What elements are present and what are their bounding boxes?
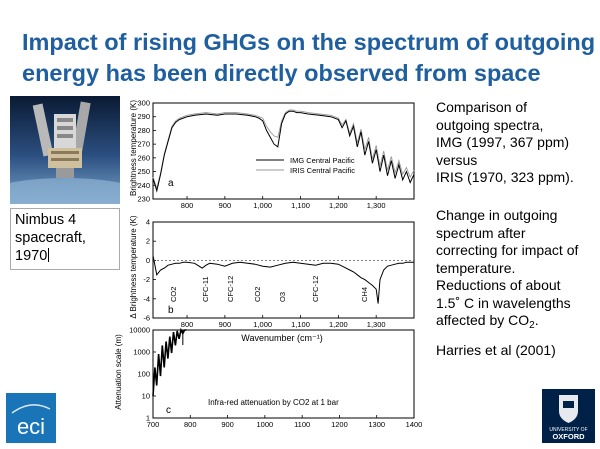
- comparison-line-2: outgoing spectra,: [436, 116, 544, 133]
- y-tick-label: -6: [143, 314, 150, 323]
- eci-logo: eci: [6, 393, 56, 443]
- y-tick-label: 290: [137, 112, 150, 121]
- change-line-7-prefix: affected by CO: [436, 312, 530, 328]
- comparison-line-1: Comparison of: [436, 99, 528, 115]
- x-tick-label: 800: [181, 201, 194, 210]
- legend-label-img: IMG Central Pacific: [290, 156, 355, 165]
- plot-frame: [152, 102, 415, 200]
- x-tick-label: 1,200: [329, 320, 348, 329]
- y-tick-label: 280: [137, 126, 150, 135]
- legend-label-iris: IRIS Central Pacific: [290, 166, 355, 175]
- chart-panel-a: Brightness temperature (K) 800 900 1,000 1,…: [129, 99, 415, 210]
- y-tick-label: 300: [137, 99, 150, 108]
- x-tick-label: 1300: [368, 420, 385, 429]
- img-series-line: [152, 110, 415, 193]
- y-tick-label: 10: [142, 392, 150, 401]
- x-tick-label: 1,300: [367, 201, 386, 210]
- panel-b-ylabel: Δ Brightness temperature (K): [129, 215, 138, 319]
- comparison-text: Comparison of outgoing spectra, IMG (199…: [436, 99, 574, 187]
- change-text: Change in outgoing spectrum after correc…: [436, 207, 579, 331]
- x-tick-label: 900: [219, 320, 232, 329]
- y-tick-label: -2: [143, 275, 150, 284]
- x-tick-label: 1,000: [253, 320, 272, 329]
- plot-frame: [152, 221, 415, 319]
- panel-a-ylabel: Brightness temperature (K): [129, 100, 138, 196]
- x-tick-label: 700: [147, 420, 160, 429]
- satellite-caption-line-1: Nimbus 4: [15, 212, 77, 228]
- species-annotation: CO2: [253, 287, 262, 302]
- y-tick-label: 10000: [129, 326, 150, 335]
- change-line-2: spectrum after: [436, 224, 526, 241]
- y-tick-label: 4: [146, 218, 150, 227]
- change-line-6: 1.5˚ C in wavelengths: [436, 294, 571, 311]
- panel-b-xlabel: Wavenumber (cm⁻¹): [241, 333, 322, 343]
- x-tick-label: 1200: [331, 420, 348, 429]
- text-cursor: [48, 248, 50, 262]
- species-annotation: CFC-12: [226, 276, 235, 302]
- iris-series-line: [152, 109, 415, 190]
- co2-subscript: 2: [529, 320, 535, 331]
- panel-c-label: c: [166, 405, 171, 416]
- x-tick-label: 1,100: [291, 320, 310, 329]
- panel-a-label: a: [168, 178, 174, 189]
- delta-series-line: [152, 255, 414, 304]
- species-annotation: CFC-11: [201, 276, 210, 302]
- panel-b-label: b: [168, 305, 174, 316]
- x-tick-label: 1,000: [253, 201, 272, 210]
- attenuation-series-line: [152, 327, 187, 397]
- species-annotation: O3: [278, 292, 287, 302]
- panel-c-annotation: Infra-red attenuation by CO2 at 1 bar: [208, 398, 339, 407]
- change-line-7: affected by CO2.: [436, 312, 578, 331]
- oxford-logo: UNIVERSITY OF OXFORD: [542, 389, 595, 443]
- x-tick-label: 900: [219, 201, 232, 210]
- comparison-line-4: versus: [436, 151, 478, 168]
- species-annotation: CH4: [360, 287, 369, 302]
- x-tick-label: 900: [221, 420, 234, 429]
- eci-logo-text: eci: [17, 414, 45, 439]
- y-tick-label: 250: [137, 167, 150, 176]
- oxford-logo-line-1: UNIVERSITY OF: [549, 427, 587, 433]
- satellite-caption-line-3: 1970: [15, 248, 48, 264]
- y-tick-label: 1: [146, 414, 150, 423]
- x-tick-label: 800: [184, 420, 197, 429]
- y-tick-label: 230: [137, 195, 150, 204]
- change-line-4: temperature.: [436, 259, 516, 276]
- x-tick-label: 800: [181, 320, 194, 329]
- satellite-caption-line-2: spacecraft,: [15, 230, 86, 246]
- species-annotation: CO2: [169, 287, 178, 302]
- x-tick-label: 1000: [257, 420, 274, 429]
- slide-title-line-1: Impact of rising GHGs on the spectrum of…: [22, 29, 596, 55]
- x-tick-label: 1,100: [291, 201, 310, 210]
- chart-panel-c: Attenuation scale (m) 700 800 900 1000 1100 1…: [114, 326, 422, 430]
- y-tick-label: 0: [146, 256, 150, 265]
- change-line-3: correcting for impact of: [436, 242, 579, 258]
- y-tick-label: 1000: [133, 348, 150, 357]
- x-tick-label: 1,300: [367, 320, 386, 329]
- x-tick-label: 1,200: [329, 201, 348, 210]
- y-tick-label: 270: [137, 140, 150, 149]
- change-line-5: Reductions of about: [436, 277, 561, 293]
- panel-c-ylabel: Attenuation scale (m): [114, 334, 123, 410]
- citation: Harries et al (2001): [436, 342, 556, 358]
- species-annotation: CFC-12: [311, 276, 320, 302]
- comparison-line-5: IRIS (1970, 323 ppm).: [436, 169, 574, 185]
- y-tick-label: 260: [137, 153, 150, 162]
- y-tick-label: 240: [137, 181, 150, 190]
- y-tick-label: 100: [137, 370, 150, 379]
- change-line-7-suffix: .: [534, 312, 539, 328]
- y-tick-label: 2: [146, 237, 150, 246]
- slide-title: Impact of rising GHGs on the spectrum of…: [22, 27, 596, 89]
- oxford-logo-line-2: OXFORD: [552, 432, 585, 441]
- chart-panel-b: Δ Brightness temperature (K) Wavenumber …: [129, 215, 415, 343]
- nimbus-satellite-image: [10, 96, 120, 204]
- slide-title-line-2: energy has been directly observed from s…: [22, 60, 541, 86]
- comparison-line-3: IMG (1997, 367 ppm): [436, 134, 570, 150]
- x-tick-label: 1400: [406, 420, 423, 429]
- x-tick-label: 1100: [294, 420, 310, 429]
- satellite-caption: Nimbus 4 spacecraft, 1970: [10, 208, 120, 270]
- y-tick-label: -4: [143, 294, 150, 303]
- change-line-1: Change in outgoing: [436, 207, 558, 223]
